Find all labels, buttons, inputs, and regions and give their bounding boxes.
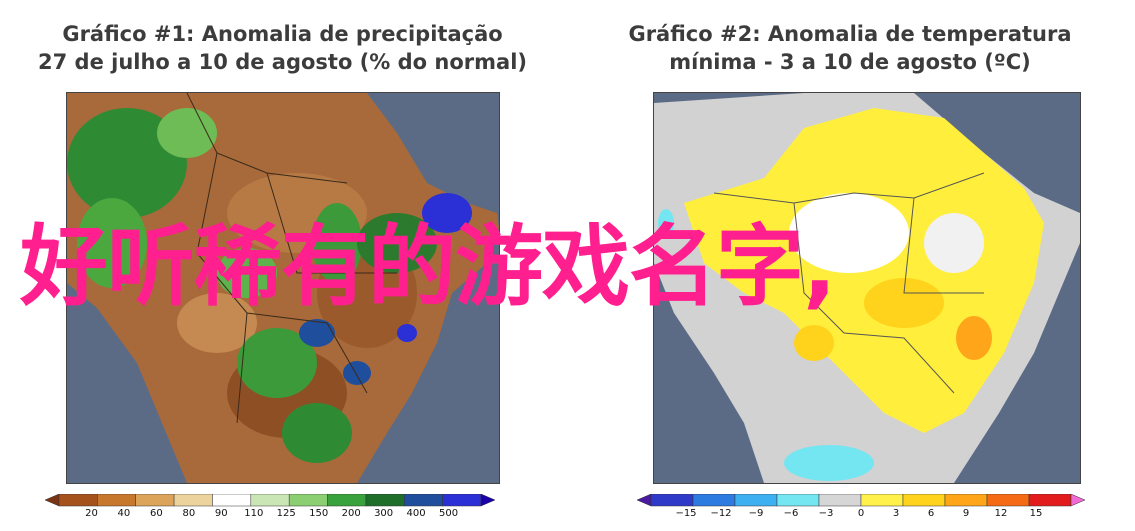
colorbar-segment: [288, 494, 328, 507]
colorbar-segment: [1028, 494, 1072, 507]
precipitation-title-line2: 27 de julho a 10 de agosto (% do normal): [38, 50, 527, 74]
colorbar-segment: [442, 494, 482, 507]
precipitation-map: [66, 92, 500, 484]
temperature-map: [653, 92, 1081, 484]
colorbar-segment: [404, 494, 443, 507]
colorbar-segment: [365, 494, 405, 507]
precipitation-map-image: [67, 93, 499, 483]
colorbar-tick-label: 6: [927, 508, 935, 519]
colorbar-tick-label: −15: [675, 508, 697, 519]
colorbar-segment: [734, 494, 778, 507]
colorbar-segment: [860, 494, 904, 507]
colorbar-arrow-low: [45, 494, 60, 507]
colorbar-tick-label: 125: [276, 508, 296, 519]
colorbar-segment: [212, 494, 252, 507]
colorbar-tick-label: 400: [406, 508, 426, 519]
colorbar-tick-label: 200: [341, 508, 361, 519]
colorbar-segment: [776, 494, 820, 507]
colorbar-segment: [135, 494, 175, 507]
colorbar-segment: [250, 494, 290, 507]
colorbar-segment: [944, 494, 988, 507]
colorbar-tick-label: 90: [214, 508, 228, 519]
colorbar-arrow-high: [1070, 494, 1085, 507]
temperature-title-line1: Gráfico #2: Anomalia de temperatura: [628, 22, 1072, 46]
precipitation-title: Gráfico #1: Anomalia de precipitação 27 …: [0, 20, 565, 76]
colorbar-segment: [650, 494, 694, 507]
colorbar-segment: [97, 494, 136, 507]
temperature-panel: Gráfico #2: Anomalia de temperatura míni…: [565, 0, 1135, 531]
colorbar-tick-label: 9: [962, 508, 970, 519]
colorbar-arrow-high: [480, 494, 495, 507]
colorbar-tick-label: 20: [85, 508, 98, 519]
precipitation-legend: 20 40 60 80 90 110 125 150 200 300 400 500: [45, 494, 495, 524]
colorbar-tick-label: 12: [994, 508, 1008, 519]
colorbar-tick-label: 3: [892, 508, 900, 519]
colorbar-tick-label: 40: [117, 508, 131, 519]
temperature-title-line2: mínima - 3 a 10 de agosto (ºC): [669, 50, 1031, 74]
colorbar-segment: [58, 494, 98, 507]
colorbar-segment: [902, 494, 946, 507]
colorbar-segment: [327, 494, 367, 507]
colorbar-tick-label: 500: [438, 508, 459, 519]
colorbar-segment: [818, 494, 862, 507]
precipitation-title-line1: Gráfico #1: Anomalia de precipitação: [62, 22, 503, 46]
colorbar-segment: [692, 494, 736, 507]
colorbar-tick-label: 80: [182, 508, 196, 519]
colorbar-tick-label: 60: [150, 508, 163, 519]
colorbar-segment: [173, 494, 213, 507]
colorbar-tick-label: −3: [818, 508, 834, 519]
precipitation-colorbar: [45, 494, 495, 507]
colorbar-tick-label: −9: [748, 508, 764, 519]
temperature-title: Gráfico #2: Anomalia de temperatura míni…: [565, 20, 1135, 76]
colorbar-tick-label: −12: [710, 508, 732, 519]
colorbar-tick-label: 300: [374, 508, 394, 519]
colorbar-tick-label: 15: [1029, 508, 1043, 519]
colorbar-tick-label: 0: [857, 508, 865, 519]
colorbar-arrow-low: [637, 494, 652, 507]
overlay-watermark-text: 好听稀有的游戏名字,: [20, 215, 836, 318]
colorbar-tick-label: 150: [309, 508, 329, 519]
temperature-legend: −15 −12 −9 −6 −3 0 3 6 9 12 15: [637, 494, 1085, 524]
temperature-colorbar: [637, 494, 1085, 507]
colorbar-tick-label: −6: [783, 508, 799, 519]
temperature-map-image: [654, 93, 1080, 483]
precipitation-panel: Gráfico #1: Anomalia de precipitação 27 …: [0, 0, 565, 531]
colorbar-tick-label: 110: [244, 508, 264, 519]
colorbar-segment: [986, 494, 1030, 507]
